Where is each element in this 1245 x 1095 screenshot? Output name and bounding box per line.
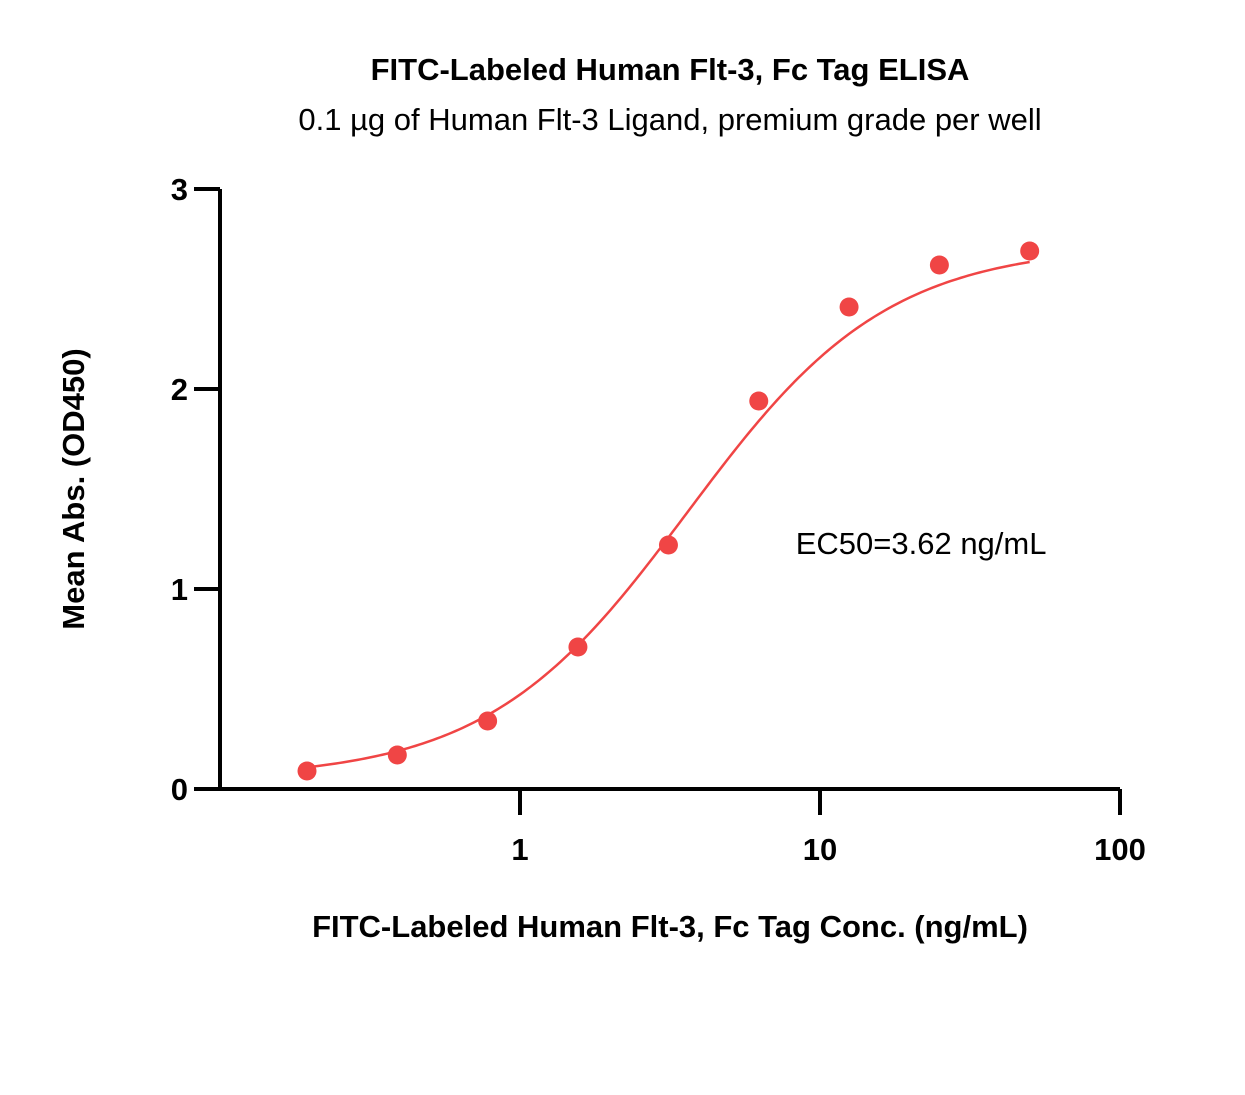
data-point xyxy=(1020,241,1040,261)
chart-subtitle: 0.1 µg of Human Flt-3 Ligand, premium gr… xyxy=(298,102,1041,137)
y-tick-label: 0 xyxy=(171,772,188,807)
x-tick-label: 100 xyxy=(1094,832,1146,867)
y-axis-ticks: 0 1 2 3 xyxy=(171,172,220,807)
data-point xyxy=(658,535,678,555)
data-point xyxy=(839,297,859,317)
data-point xyxy=(387,745,407,765)
data-points xyxy=(297,241,1040,781)
fit-curve-group xyxy=(306,260,1030,769)
y-tick-label: 1 xyxy=(171,572,188,607)
axes xyxy=(218,189,1120,791)
y-axis-label: Mean Abs. (OD450) xyxy=(56,348,91,629)
data-point xyxy=(478,711,498,731)
x-tick-label: 1 xyxy=(511,832,528,867)
fit-curve xyxy=(306,260,1030,769)
ec50-annotation: EC50=3.62 ng/mL xyxy=(796,526,1047,561)
chart-title: FITC-Labeled Human Flt-3, Fc Tag ELISA xyxy=(371,52,970,87)
x-axis-label: FITC-Labeled Human Flt-3, Fc Tag Conc. (… xyxy=(312,909,1028,944)
x-tick-label: 10 xyxy=(803,832,837,867)
data-point xyxy=(929,255,949,275)
y-tick-label: 2 xyxy=(171,372,188,407)
data-point xyxy=(568,637,588,657)
x-axis-ticks: 1 10 100 xyxy=(511,789,1146,867)
y-tick-label: 3 xyxy=(171,172,188,207)
data-point xyxy=(749,391,769,411)
data-point xyxy=(297,761,317,781)
